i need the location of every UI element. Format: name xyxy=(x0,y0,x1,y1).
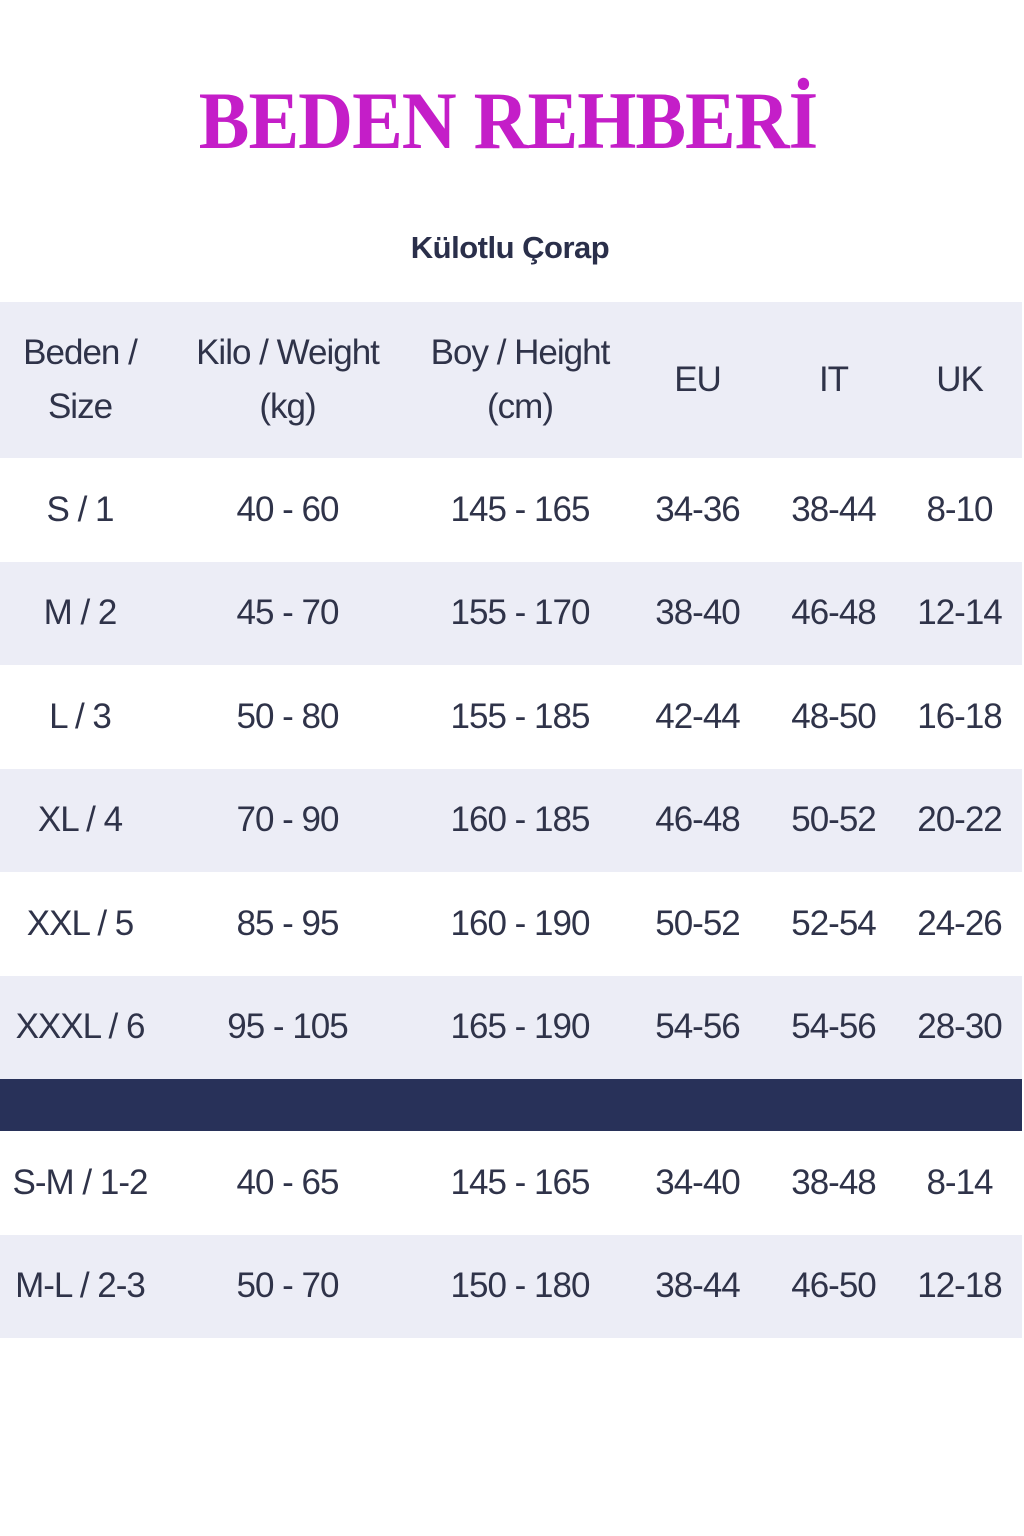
cell-height: 165 - 190 xyxy=(450,1007,591,1047)
cell-weight: 50 - 80 xyxy=(236,696,340,736)
cell-it: 54-56 xyxy=(791,1007,877,1047)
cell-size: XXXL / 6 xyxy=(15,1007,146,1047)
cell-weight: 70 - 90 xyxy=(236,800,340,840)
cell-height: 155 - 170 xyxy=(450,593,591,633)
cell-size: M / 2 xyxy=(43,593,118,633)
cell-eu: 34-36 xyxy=(655,489,741,529)
table-row: M / 2 45 - 70 155 - 170 38-40 46-48 12-14 xyxy=(0,561,1022,665)
table-row: M-L / 2-3 50 - 70 150 - 180 38-44 46-50 12-18 xyxy=(0,1234,1022,1338)
section-divider xyxy=(0,1079,1022,1131)
header-label: UK xyxy=(936,360,984,399)
cell-it: 38-44 xyxy=(791,489,877,529)
cell-uk: 20-22 xyxy=(917,800,1003,840)
cell-size: L / 3 xyxy=(49,696,112,736)
cell-size: XL / 4 xyxy=(37,800,123,840)
header-weight: Kilo / Weight (kg) xyxy=(160,326,415,434)
cell-eu: 38-44 xyxy=(655,1266,741,1306)
cell-height: 160 - 185 xyxy=(450,800,591,840)
page-title: BEDEN REHBERİ xyxy=(198,75,818,167)
cell-uk: 8-14 xyxy=(926,1162,993,1202)
table-row: XL / 4 70 - 90 160 - 185 46-48 50-52 20-22 xyxy=(0,768,1022,872)
cell-it: 48-50 xyxy=(791,696,877,736)
cell-size: XXL / 5 xyxy=(26,903,135,943)
header-label: Kilo / Weight xyxy=(196,333,380,372)
cell-it: 38-48 xyxy=(791,1162,877,1202)
table-row: XXL / 5 85 - 95 160 - 190 50-52 52-54 24-26 xyxy=(0,872,1022,976)
cell-uk: 16-18 xyxy=(917,696,1003,736)
cell-size: M-L / 2-3 xyxy=(15,1266,146,1306)
table-row: L / 3 50 - 80 155 - 185 42-44 48-50 16-18 xyxy=(0,665,1022,769)
table-row: XXXL / 6 95 - 105 165 - 190 54-56 54-56 28-30 xyxy=(0,975,1022,1079)
cell-uk: 12-14 xyxy=(917,593,1003,633)
cell-eu: 38-40 xyxy=(655,593,741,633)
table-row: S / 1 40 - 60 145 - 165 34-36 38-44 8-10 xyxy=(0,458,1022,562)
cell-uk: 24-26 xyxy=(917,903,1003,943)
header-unit: Size xyxy=(47,387,113,426)
cell-weight: 40 - 65 xyxy=(236,1162,340,1202)
cell-height: 150 - 180 xyxy=(450,1266,591,1306)
cell-weight: 50 - 70 xyxy=(236,1266,340,1306)
cell-it: 50-52 xyxy=(791,800,877,840)
cell-uk: 28-30 xyxy=(917,1007,1003,1047)
header-it: IT xyxy=(770,353,897,407)
header-label: EU xyxy=(674,360,722,399)
table-row: S-M / 1-2 40 - 65 145 - 165 34-40 38-48 8-14 xyxy=(0,1131,1022,1235)
header-label: Beden / xyxy=(23,333,138,372)
cell-eu: 50-52 xyxy=(655,903,741,943)
header-label: IT xyxy=(818,360,849,399)
cell-size: S / 1 xyxy=(46,489,115,529)
header-unit: (cm) xyxy=(487,387,554,426)
cell-it: 46-50 xyxy=(791,1266,877,1306)
cell-weight: 40 - 60 xyxy=(236,489,340,529)
cell-eu: 54-56 xyxy=(655,1007,741,1047)
cell-weight: 85 - 95 xyxy=(236,903,340,943)
header-uk: UK xyxy=(897,353,1022,407)
header-size: Beden / Size xyxy=(0,326,160,434)
cell-it: 52-54 xyxy=(791,903,877,943)
cell-eu: 46-48 xyxy=(655,800,741,840)
cell-height: 145 - 165 xyxy=(450,1162,591,1202)
cell-uk: 12-18 xyxy=(917,1266,1003,1306)
product-subtitle: Külotlu Çorap xyxy=(410,230,610,265)
header-label: Boy / Height xyxy=(430,333,611,372)
cell-weight: 45 - 70 xyxy=(236,593,340,633)
cell-uk: 8-10 xyxy=(926,489,993,529)
size-table: Beden / Size Kilo / Weight (kg) Boy / Height… xyxy=(0,302,1022,1338)
cell-height: 145 - 165 xyxy=(450,489,591,529)
cell-weight: 95 - 105 xyxy=(227,1007,348,1047)
table-header: Beden / Size Kilo / Weight (kg) Boy / Height… xyxy=(0,302,1022,458)
header-unit: (kg) xyxy=(259,387,316,426)
cell-height: 160 - 190 xyxy=(450,903,591,943)
cell-eu: 42-44 xyxy=(655,696,741,736)
cell-it: 46-48 xyxy=(791,593,877,633)
cell-height: 155 - 185 xyxy=(450,696,591,736)
cell-eu: 34-40 xyxy=(655,1162,741,1202)
header-eu: EU xyxy=(625,353,770,407)
cell-size: S-M / 1-2 xyxy=(12,1162,149,1202)
header-height: Boy / Height (cm) xyxy=(415,326,625,434)
